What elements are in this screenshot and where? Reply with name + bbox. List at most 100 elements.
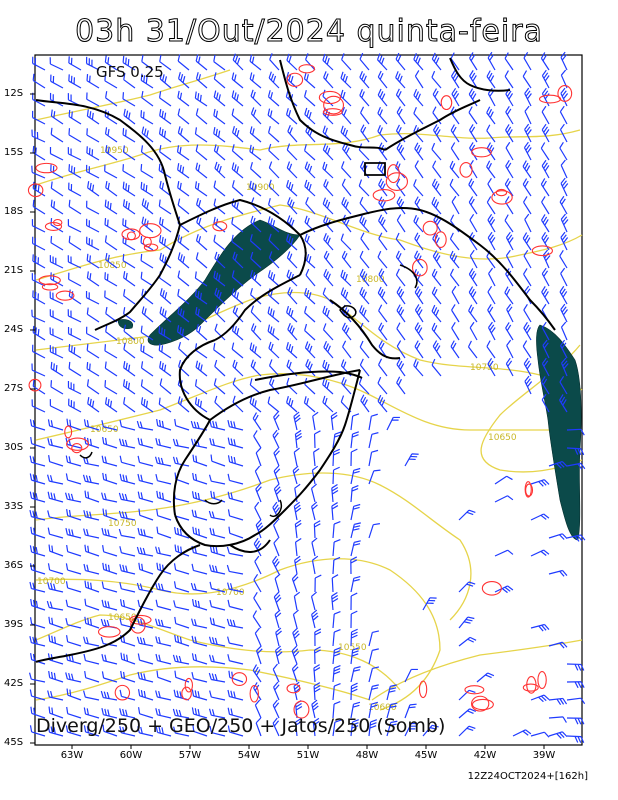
wind-barb (49, 255, 64, 269)
wind-barb (396, 340, 406, 359)
wind-barb (272, 555, 280, 575)
wind-barb (323, 340, 334, 359)
wind-barb (540, 178, 550, 197)
wind-barb (422, 724, 439, 737)
wind-barb (227, 473, 244, 485)
wind-barb (249, 54, 262, 71)
wind-barb (286, 269, 298, 287)
wind-barb (540, 52, 550, 71)
divergence-cell (129, 614, 152, 625)
wind-barb (84, 580, 100, 593)
wind-barb (213, 90, 226, 107)
wind-barb (331, 592, 339, 611)
wind-barb (566, 681, 585, 689)
wind-barb (67, 326, 82, 341)
wind-barb (272, 429, 280, 449)
wind-barb (458, 636, 477, 647)
wind-barb (68, 361, 82, 377)
wind-barb (414, 322, 424, 341)
wind-barb (158, 397, 172, 413)
wind-barb (268, 71, 280, 89)
wind-barb (458, 616, 475, 629)
wind-barb (340, 269, 352, 287)
wind-barb (173, 563, 190, 575)
wind-barb (50, 218, 64, 233)
wind-barb (468, 88, 478, 107)
wind-barb (253, 592, 262, 611)
wind-barb (311, 699, 319, 719)
wind-barb (213, 126, 226, 143)
wind-barb (323, 233, 334, 251)
wind-barb (255, 519, 264, 539)
wind-barb (65, 473, 82, 485)
wind-barb (140, 181, 154, 197)
wind-barb (227, 491, 244, 503)
wind-barb (486, 70, 496, 89)
wind-barb (548, 716, 567, 723)
wind-barb (451, 285, 460, 305)
wind-barb (136, 546, 154, 557)
wind-barb (122, 253, 136, 269)
wind-barb (331, 574, 339, 593)
wind-barb (377, 106, 388, 125)
wind-barb (227, 599, 244, 611)
wind-barb (191, 689, 208, 701)
wind-barb (541, 123, 550, 143)
wind-barb (542, 339, 550, 359)
wind-barb (414, 340, 424, 359)
wind-barb (458, 581, 476, 593)
wind-barb (395, 232, 406, 251)
wind-barb (141, 126, 154, 143)
wind-barb (378, 322, 388, 341)
wind-barb (195, 162, 208, 179)
wind-barb (138, 562, 154, 575)
wind-barb (214, 323, 226, 341)
wind-barb (541, 196, 550, 215)
wind-barb (101, 527, 118, 539)
wind-barb (158, 325, 172, 341)
wind-barb (396, 322, 406, 341)
wind-barb (378, 358, 388, 377)
wind-barb (559, 123, 568, 143)
wind-barb (122, 55, 136, 71)
wind-barb (272, 663, 280, 683)
wind-barb (102, 545, 118, 557)
wind-barb (250, 269, 262, 287)
wind-barb (231, 288, 244, 305)
wind-barb (449, 160, 460, 179)
wind-barb (386, 720, 398, 737)
wind-barb (231, 144, 244, 161)
wind-barb (377, 124, 388, 143)
wind-barb (541, 87, 550, 107)
lat-label: 39S (4, 619, 24, 630)
wind-barb (291, 573, 299, 593)
wind-barb (377, 161, 388, 179)
wind-barb (137, 726, 154, 737)
wind-barb (87, 181, 100, 197)
wind-barb (227, 509, 244, 521)
wind-barb (368, 719, 378, 737)
lon-label: 42W (473, 750, 497, 761)
wind-barb (28, 672, 46, 683)
wind-barb (504, 52, 514, 71)
wind-barb (159, 180, 172, 197)
wind-barb (231, 108, 244, 125)
wind-barb (31, 363, 46, 377)
wind-barb (272, 717, 280, 737)
wind-barb (294, 429, 303, 449)
wind-barb (214, 161, 226, 179)
wind-barb (123, 271, 136, 287)
divergence-cell (418, 680, 428, 699)
wind-barb (196, 324, 208, 341)
wind-barb (340, 71, 352, 89)
wind-barb (226, 564, 244, 575)
wind-barb (118, 492, 136, 503)
wind-barb (522, 160, 532, 179)
wind-barb (332, 683, 341, 701)
wind-barb (213, 54, 226, 71)
wind-barb (29, 545, 46, 557)
wind-barb (50, 127, 64, 143)
wind-barb (311, 501, 318, 521)
wind-barb (341, 178, 352, 197)
wind-barb (102, 724, 118, 737)
